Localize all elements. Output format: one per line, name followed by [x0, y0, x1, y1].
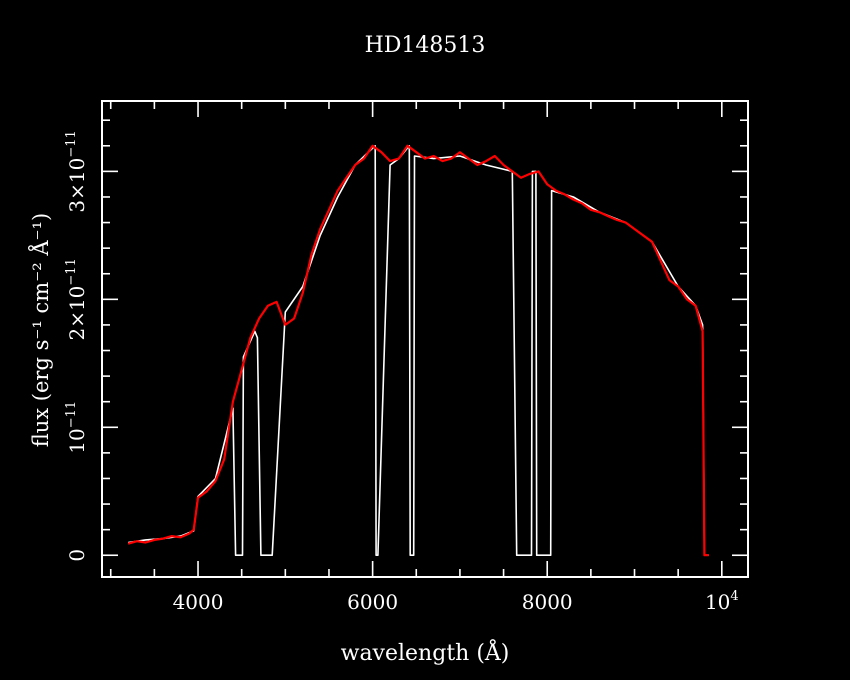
y-tick-exponent: −11 — [64, 258, 79, 285]
x-tick-label: 6000 — [347, 590, 398, 614]
chart-title: HD148513 — [365, 33, 486, 58]
minor-ticks — [102, 101, 748, 577]
plot-frame — [101, 100, 749, 578]
series-layer — [127, 144, 709, 557]
major-ticks — [102, 101, 748, 577]
y-tick-exponent: −11 — [64, 130, 79, 157]
x-axis-label: wavelength (Å) — [341, 638, 510, 666]
model-spectrum-line — [127, 144, 709, 557]
x-tick-label: 4000 — [173, 590, 224, 614]
y-tick-label: 0 — [65, 549, 89, 562]
y-tick-exponent: −11 — [64, 401, 79, 428]
y-axis-label: flux (erg s⁻¹ cm⁻² Å⁻¹) — [28, 213, 53, 448]
axes-box — [101, 100, 749, 578]
x-tick-exponent: 4 — [730, 589, 738, 604]
x-tick-label: 8000 — [522, 590, 573, 614]
